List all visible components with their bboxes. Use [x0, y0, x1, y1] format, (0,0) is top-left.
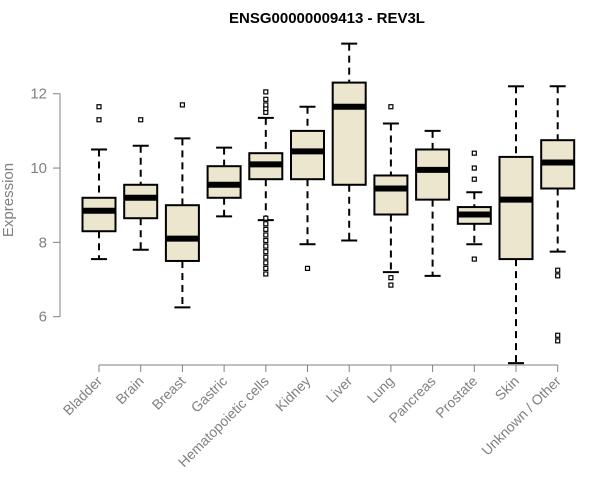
box-iqr — [331, 81, 367, 186]
outlier-point — [263, 271, 269, 277]
outlier-point — [555, 273, 561, 279]
box-iqr — [81, 196, 117, 233]
outlier-point — [96, 117, 102, 123]
box-pancreas — [415, 129, 451, 277]
box-hematopoietic-cells — [248, 89, 284, 277]
boxes-group — [81, 42, 576, 365]
outlier-point — [263, 260, 269, 266]
outlier-point — [471, 165, 477, 171]
chart-title: ENSG00000009413 - REV3L — [229, 10, 425, 27]
box-iqr — [290, 129, 325, 181]
x-tick-label: Unknown / Other — [478, 373, 564, 459]
outlier-point — [471, 256, 477, 262]
outlier-point — [263, 221, 269, 227]
outlier-point — [304, 265, 311, 271]
x-tick-label: Kidney — [272, 373, 314, 415]
outlier-point — [263, 254, 269, 260]
box-bladder — [81, 104, 117, 261]
box-lung — [373, 104, 409, 288]
outlier-point — [471, 150, 477, 156]
box-prostate — [456, 150, 492, 262]
outlier-point — [263, 89, 269, 95]
outlier-point — [263, 232, 269, 238]
outlier-point — [555, 332, 561, 338]
box-liver — [331, 42, 367, 242]
box-unknown-other — [540, 85, 576, 344]
box-kidney — [290, 105, 325, 271]
x-tick-label: Bladder — [60, 373, 106, 419]
box-iqr — [415, 148, 451, 201]
outlier-point — [263, 249, 269, 255]
outlier-point — [263, 102, 269, 108]
y-tick-label: 10 — [30, 160, 47, 177]
outlier-point — [263, 215, 269, 221]
x-tick-label: Liver — [323, 373, 356, 406]
box-iqr — [164, 204, 200, 262]
outlier-point — [555, 267, 561, 273]
y-axis: 6 8 10 12 — [30, 86, 61, 326]
outlier-point — [179, 102, 185, 108]
box-iqr — [373, 174, 409, 216]
y-tick-label: 6 — [39, 309, 47, 326]
box-skin — [498, 85, 534, 365]
y-axis-label: Expression — [0, 163, 17, 237]
outlier-point — [388, 104, 394, 110]
outlier-point — [388, 275, 394, 281]
outlier-point — [263, 96, 269, 102]
x-tick-label: Lung — [364, 373, 397, 406]
y-tick-label: 12 — [30, 86, 47, 103]
box-gastric — [206, 146, 242, 218]
outlier-point — [263, 265, 269, 271]
outlier-point — [138, 117, 144, 123]
x-tick-label: Skin — [492, 373, 523, 404]
outlier-point — [263, 226, 269, 232]
outlier-point — [96, 104, 102, 110]
y-tick-label: 8 — [39, 234, 47, 251]
box-iqr — [498, 155, 534, 261]
box-iqr — [123, 183, 159, 220]
outlier-point — [263, 243, 269, 249]
outlier-point — [263, 237, 269, 244]
outlier-point — [388, 282, 394, 288]
outlier-point — [555, 338, 561, 344]
box-breast — [164, 102, 200, 309]
x-tick-label: Prostate — [432, 373, 480, 421]
x-tick-label: Brain — [112, 373, 146, 407]
x-tick-label: Breast — [149, 373, 189, 413]
box-brain — [123, 117, 159, 251]
outlier-point — [471, 176, 477, 182]
